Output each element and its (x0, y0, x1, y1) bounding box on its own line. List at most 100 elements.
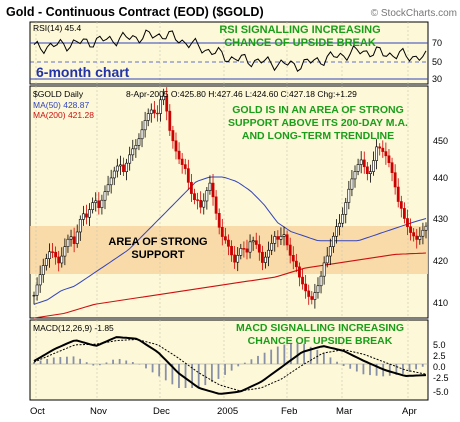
macd-histogram-bar (224, 364, 226, 375)
price-bar-body (282, 234, 286, 237)
rsi-level-50-label: 50 (432, 57, 442, 67)
price-bar-body (217, 213, 221, 228)
macd-histogram-bar (197, 364, 200, 388)
price-bar-body (100, 199, 104, 208)
price-tick-440: 440 (433, 173, 448, 183)
price-bar-body (251, 240, 255, 243)
x-axis: Oct Nov Dec 2005 Feb Mar Apr (30, 406, 417, 417)
x-label-dec: Dec (153, 406, 170, 417)
price-bar-body (399, 201, 403, 209)
price-tick-450: 450 (433, 136, 448, 146)
macd-histogram-bar (112, 359, 114, 364)
macd-histogram-bar (131, 362, 134, 364)
price-bar-body (156, 112, 159, 115)
macd-histogram-bar (138, 364, 141, 365)
price-bar-body (205, 190, 209, 202)
price-bar-body (359, 159, 363, 165)
price-bar-body (325, 255, 329, 264)
price-bar-body (347, 188, 351, 203)
macd-histogram-bar (184, 364, 187, 388)
price-bar-body (381, 147, 385, 152)
price-bar-body (338, 222, 341, 227)
macd-histogram-bar (243, 362, 246, 364)
price-bar-body (115, 165, 119, 172)
price-bar-body (424, 225, 428, 231)
price-bar-body (32, 294, 36, 297)
macd-histogram-bar (283, 344, 286, 364)
ohlc-readout: 8-Apr-2005 O:425.80 H:427.46 L:424.60 C:… (126, 89, 357, 99)
price-bar-body (85, 213, 88, 218)
price-bar-body (350, 178, 354, 190)
price-bar-body (230, 246, 233, 256)
macd-annotation-line1: MACD SIGNALLING INCREASING (236, 322, 404, 334)
rsi-annotation-line1: RSI SIGNALLING INCREASING (219, 24, 380, 36)
ma50-label: MA(50) 428.87 (33, 100, 89, 110)
price-bar-body (328, 246, 332, 257)
price-bar-body (190, 182, 193, 194)
price-bar-body (125, 162, 128, 173)
price-bar-body (267, 249, 270, 258)
macd-histogram-bar (349, 364, 352, 369)
macd-line (33, 336, 427, 395)
macd-histogram-bar (290, 343, 292, 364)
x-label-feb: Feb (281, 406, 297, 417)
price-bar-body (365, 166, 369, 174)
rsi-panel: RSI(14) 45.4 RSI SIGNALLING INCREASING C… (29, 21, 442, 85)
price-bar-body (38, 274, 42, 286)
price-bar-body (261, 251, 264, 263)
price-bar-body (186, 168, 190, 183)
price-bar-body (196, 199, 199, 201)
x-label-nov: Nov (90, 406, 107, 417)
price-bar-body (159, 99, 162, 114)
price-bar-body (75, 231, 79, 244)
macd-histogram-bar (421, 364, 424, 367)
macd-histogram-bar (204, 364, 207, 386)
x-label-apr: Apr (402, 406, 417, 417)
price-bar-body (273, 236, 277, 244)
price-annotation-line1: GOLD IS IN AN AREA OF STRONG (232, 104, 404, 116)
price-bar-body (362, 159, 366, 168)
macd-histogram-bar (336, 361, 338, 364)
macd-histogram-bar (296, 343, 299, 364)
price-bar-body (387, 155, 391, 163)
price-bar-body (137, 138, 141, 146)
price-bar-body (162, 95, 166, 101)
macd-histogram-bar (66, 356, 68, 364)
price-bar-body (248, 241, 252, 253)
price-bar-body (406, 218, 409, 227)
price-bar-body (356, 164, 360, 172)
price-bar-body (211, 182, 215, 198)
macd-histogram-bar (388, 364, 391, 376)
chart-title: Gold - Continuous Contract (EOD) ($GOLD) (6, 5, 264, 19)
macd-tick-0: 0.0 (433, 362, 446, 372)
support-zone (30, 226, 428, 274)
price-bar-body (180, 158, 184, 165)
macd-histogram-bar (59, 357, 62, 364)
price-bar-body (128, 154, 132, 164)
macd-tick-2-5: 2.5 (433, 351, 446, 361)
price-bar-body (41, 265, 45, 275)
x-label-mar: Mar (336, 406, 352, 417)
price-bar-body (48, 251, 51, 259)
macd-histogram-bar (171, 364, 174, 385)
price-annotation-line3: AND LONG-TERM TRENDLINE (242, 130, 394, 142)
macd-histogram-bar (369, 364, 371, 376)
price-bar-body (254, 240, 258, 245)
price-bar-body (393, 172, 397, 188)
price-bar-body (242, 248, 246, 250)
ma200-line (33, 252, 427, 319)
macd-histogram-bar (145, 364, 147, 369)
macd-histogram-bar (230, 364, 233, 371)
macd-panel: MACD(12,26,9) -1.85 MACD SIGNALLING INCR… (29, 319, 449, 401)
macd-histogram-bar (322, 353, 325, 364)
price-bar-body (233, 254, 237, 263)
price-bar-body (335, 226, 338, 237)
rsi-line (33, 29, 427, 72)
price-bar-body (168, 110, 172, 131)
symbol-label: $GOLD Daily (33, 89, 84, 99)
price-bar-body (177, 150, 181, 160)
macd-tick-5: 5.0 (433, 340, 446, 350)
macd-histogram-bar (395, 364, 398, 375)
price-bar-body (140, 129, 144, 140)
price-bar-body (214, 196, 218, 214)
